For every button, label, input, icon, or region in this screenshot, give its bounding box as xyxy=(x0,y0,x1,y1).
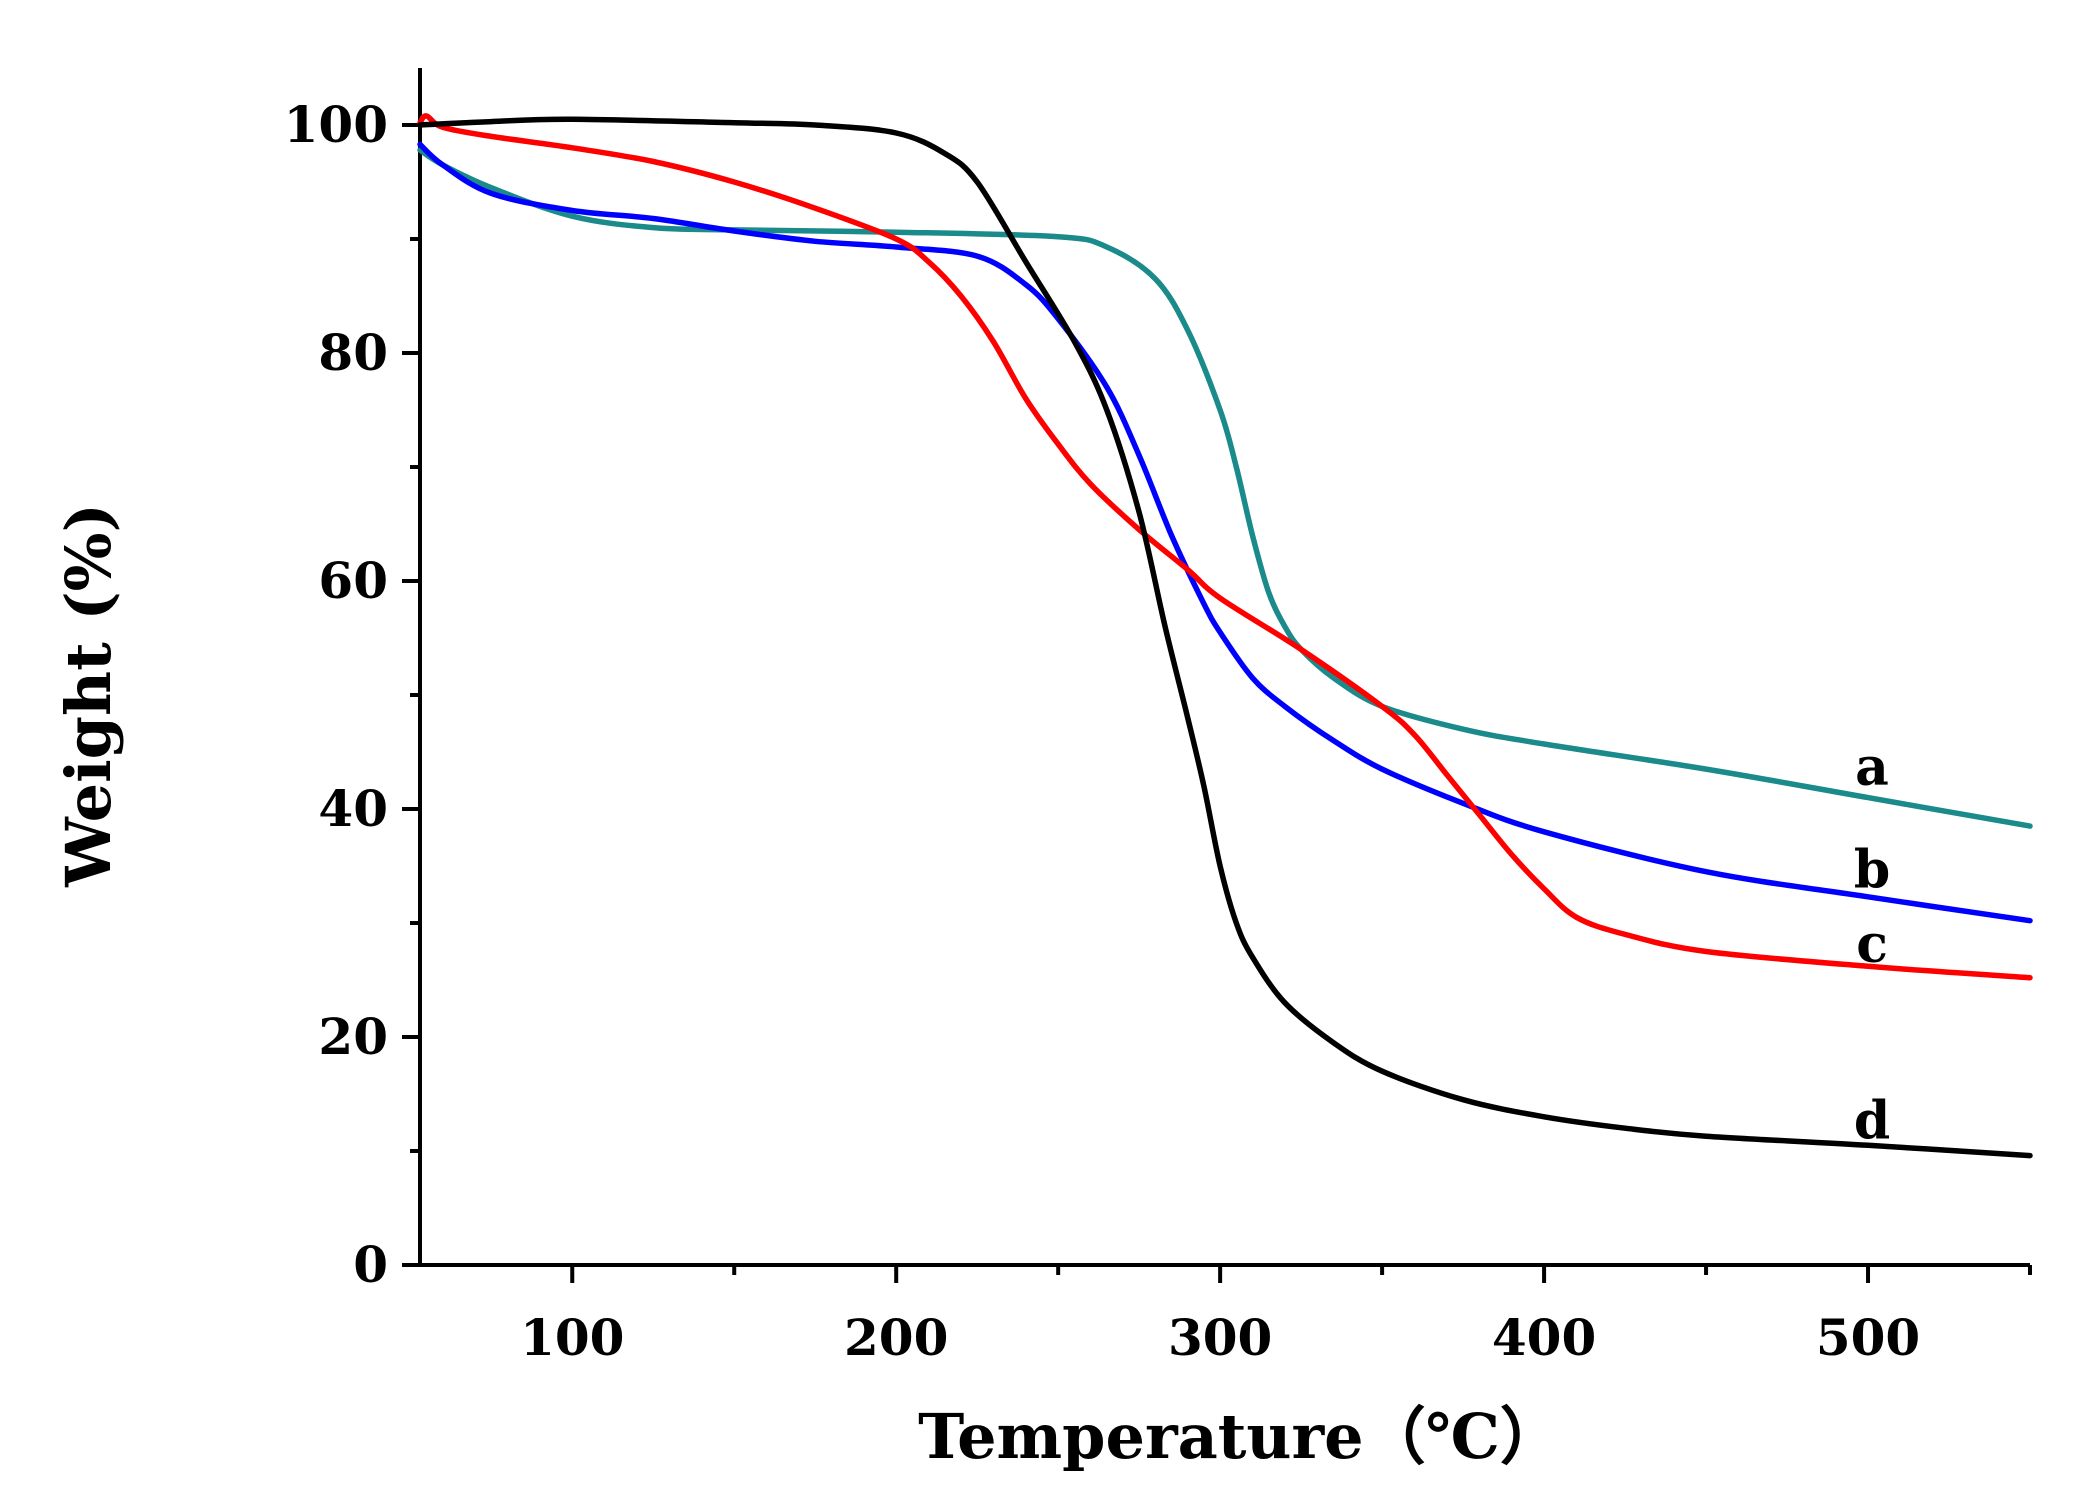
x-tick-label: 100 xyxy=(520,1308,624,1367)
series-label-a: a xyxy=(1855,737,1889,798)
x-axis-title: Temperature（℃） xyxy=(918,1400,1562,1473)
y-tick-label: 80 xyxy=(318,323,388,382)
series-labels: abc d xyxy=(1854,737,1890,1151)
series-line-a xyxy=(417,147,2033,829)
y-tick-label: 0 xyxy=(353,1235,388,1294)
y-tick-label: 100 xyxy=(284,95,388,154)
x-tick-label: 400 xyxy=(1492,1308,1596,1367)
series-label-d: d xyxy=(1854,1091,1890,1152)
y-tick-label: 60 xyxy=(318,551,388,610)
x-tick-label: 300 xyxy=(1168,1308,1272,1367)
y-tick-label: 20 xyxy=(318,1007,388,1066)
series-line-b xyxy=(417,141,2033,924)
series-line-c xyxy=(417,113,2033,981)
series-group xyxy=(417,113,2033,1159)
x-tick-label: 500 xyxy=(1816,1308,1920,1367)
y-tick-label: 40 xyxy=(318,779,388,838)
y-axis-title: Weight (%) xyxy=(52,503,125,888)
series-label-c: c xyxy=(1856,914,1888,975)
series-line-d xyxy=(417,116,2033,1159)
series-label-b: b xyxy=(1854,840,1890,901)
axes xyxy=(418,68,2030,1267)
ticks: 100 200 300 400 500 0 20 40 60 80 100 xyxy=(284,95,2032,1367)
x-tick-label: 200 xyxy=(844,1308,948,1367)
